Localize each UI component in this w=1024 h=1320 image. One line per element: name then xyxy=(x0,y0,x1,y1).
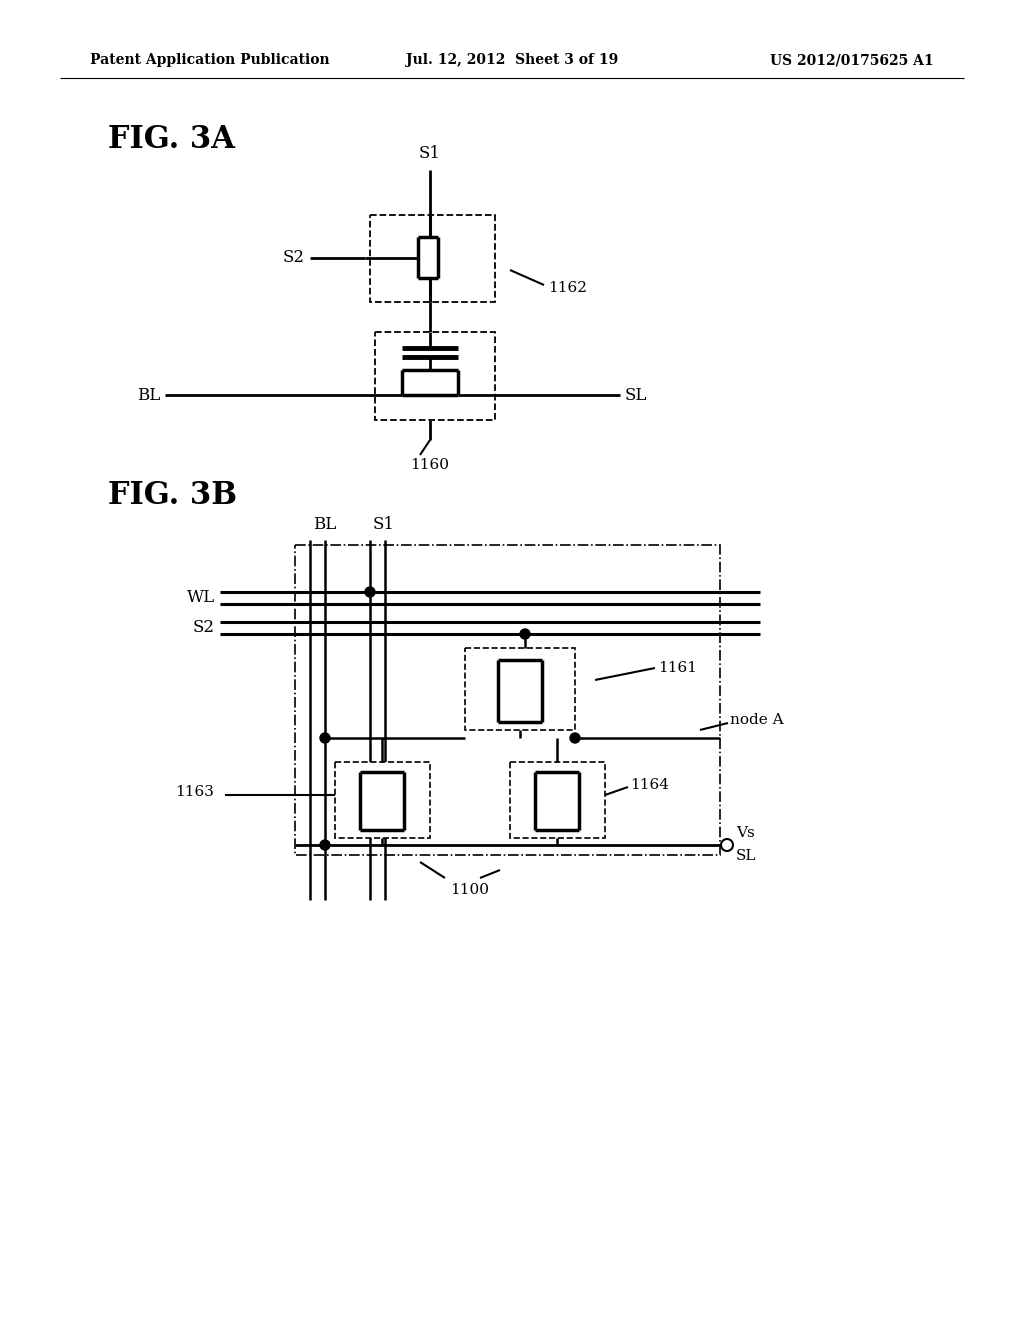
Text: SL: SL xyxy=(736,849,757,863)
Circle shape xyxy=(520,630,530,639)
Text: FIG. 3B: FIG. 3B xyxy=(108,479,237,511)
Text: Patent Application Publication: Patent Application Publication xyxy=(90,53,330,67)
Text: BL: BL xyxy=(137,387,160,404)
Circle shape xyxy=(721,840,733,851)
Text: Vs: Vs xyxy=(736,826,755,840)
Text: US 2012/0175625 A1: US 2012/0175625 A1 xyxy=(770,53,934,67)
Circle shape xyxy=(365,587,375,597)
Text: 1160: 1160 xyxy=(411,458,450,473)
Text: S2: S2 xyxy=(193,619,215,636)
Bar xyxy=(295,545,720,855)
Bar xyxy=(375,333,495,420)
Text: node A: node A xyxy=(730,713,783,727)
Text: WL: WL xyxy=(186,590,215,606)
Text: S1: S1 xyxy=(373,516,395,533)
Circle shape xyxy=(319,733,330,743)
Text: BL: BL xyxy=(313,516,336,533)
Bar xyxy=(335,762,430,838)
Text: SL: SL xyxy=(625,387,647,404)
Bar xyxy=(510,762,605,838)
Text: Jul. 12, 2012  Sheet 3 of 19: Jul. 12, 2012 Sheet 3 of 19 xyxy=(406,53,618,67)
Circle shape xyxy=(570,733,580,743)
Text: 1164: 1164 xyxy=(630,777,669,792)
Bar xyxy=(465,648,575,730)
Text: 1163: 1163 xyxy=(175,785,214,799)
Text: S2: S2 xyxy=(283,249,305,267)
Text: 1162: 1162 xyxy=(548,281,587,294)
Text: 1161: 1161 xyxy=(658,661,697,675)
Text: S1: S1 xyxy=(419,145,441,162)
Text: 1100: 1100 xyxy=(451,883,489,898)
Text: FIG. 3A: FIG. 3A xyxy=(108,124,234,156)
Circle shape xyxy=(319,840,330,850)
Bar xyxy=(370,215,495,302)
